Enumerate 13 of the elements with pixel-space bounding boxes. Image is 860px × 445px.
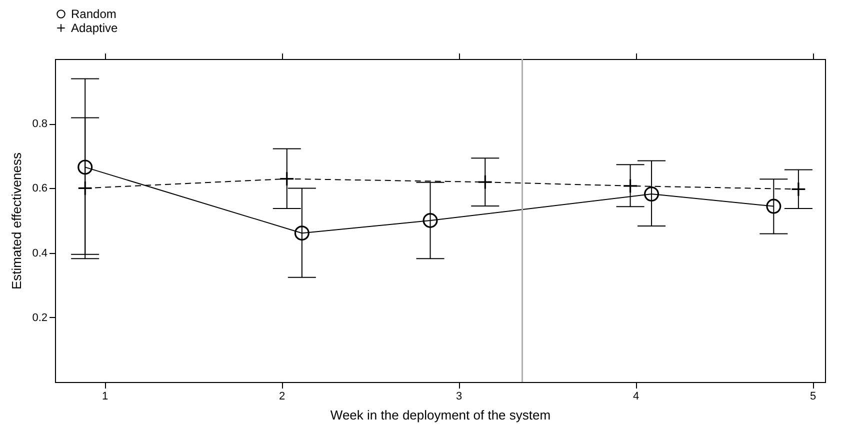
y-axis-title: Estimated effectiveness: [9, 152, 24, 290]
x-tick-label: 2: [279, 390, 286, 402]
y-tick-label: 0.4: [32, 247, 48, 260]
y-tick-label: 0.8: [32, 118, 48, 130]
legend-label: Adaptive: [71, 21, 118, 35]
y-tick-label: 0.2: [32, 312, 48, 324]
x-tick-label: 4: [633, 390, 640, 402]
x-axis-title: Week in the deployment of the system: [330, 408, 551, 422]
legend-label: Random: [71, 7, 116, 21]
x-tick-label: 1: [102, 390, 108, 402]
x-tick-label: 3: [456, 390, 462, 402]
x-tick-label: 5: [810, 390, 816, 402]
y-tick-label: 0.6: [32, 182, 48, 195]
